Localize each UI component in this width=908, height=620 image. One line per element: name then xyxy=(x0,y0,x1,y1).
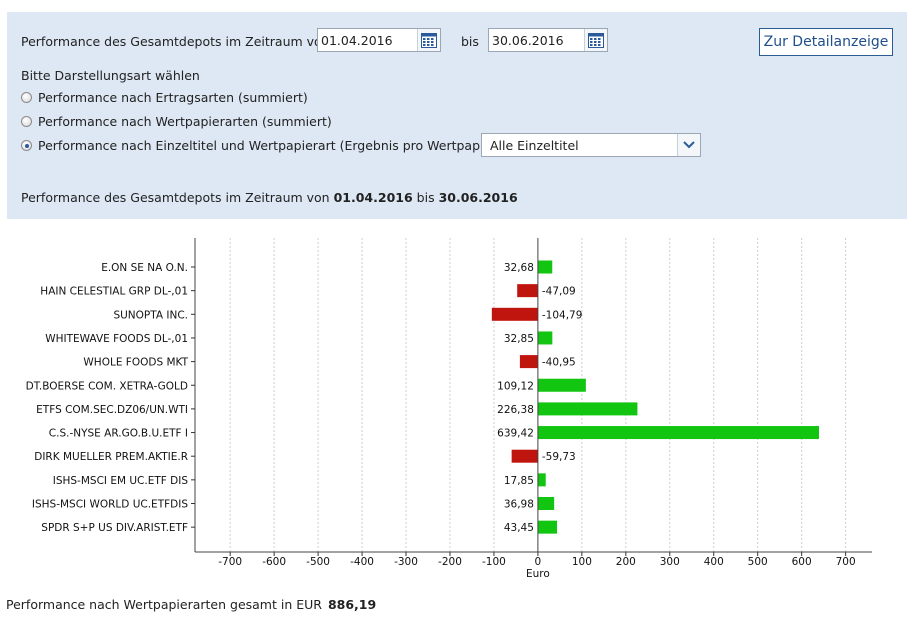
category-label: DT.BOERSE COM. XETRA-GOLD xyxy=(26,380,188,392)
x-tick-label: -600 xyxy=(262,556,286,568)
footer-total-value: 886,19 xyxy=(327,597,377,612)
option-wertpapierarten-label: Performance nach Wertpapierarten (summie… xyxy=(38,114,332,129)
value-label: 32,85 xyxy=(504,333,534,345)
x-tick-label: 700 xyxy=(836,556,856,568)
chart-labels: E.ON SE NA O.N. 32,68 HAIN CELESTIAL GRP D… xyxy=(26,262,583,534)
bar xyxy=(519,355,538,369)
x-tick-label: 0 xyxy=(535,556,542,568)
value-label: -59,73 xyxy=(542,451,576,463)
summary-middle: bis xyxy=(416,190,435,205)
footer-total: Performance nach Wertpapierarten gesamt … xyxy=(6,597,376,612)
value-label: -104,79 xyxy=(542,309,583,321)
value-label: 109,12 xyxy=(497,380,534,392)
value-label: 36,98 xyxy=(504,499,534,511)
title-select[interactable]: Alle Einzeltitel xyxy=(481,133,701,157)
bar xyxy=(537,378,586,392)
summary-from-date: 01.04.2016 xyxy=(333,190,413,205)
option-einzeltitel-radio[interactable] xyxy=(21,140,32,151)
filter-panel: Performance des Gesamtdepots im Zeitraum… xyxy=(7,12,907,219)
to-date-calendar-button[interactable] xyxy=(584,29,607,51)
category-label: C.S.-NYSE AR.GO.B.U.ETF I xyxy=(49,428,188,440)
bar xyxy=(537,497,555,510)
x-tick-label: -400 xyxy=(350,556,374,568)
category-label: E.ON SE NA O.N. xyxy=(101,262,188,274)
x-tick-label: 400 xyxy=(704,556,724,568)
bar xyxy=(517,284,538,298)
performance-bar-chart: E.ON SE NA O.N. 32,68 HAIN CELESTIAL GRP D… xyxy=(26,238,872,580)
from-date-input[interactable]: 01.04.2016 xyxy=(317,28,441,52)
category-label: ETFS COM.SEC.DZ06/UN.WTI xyxy=(36,404,188,416)
x-tick-label: 600 xyxy=(792,556,812,568)
value-label: -40,95 xyxy=(542,357,576,369)
to-date-input[interactable]: 30.06.2016 xyxy=(488,28,608,52)
x-tick-label: -300 xyxy=(394,556,418,568)
value-label: -47,09 xyxy=(542,286,576,298)
x-tick-label: -500 xyxy=(306,556,330,568)
value-label: 32,68 xyxy=(504,262,534,274)
from-date-calendar-button[interactable] xyxy=(417,29,440,51)
x-tick-label: -200 xyxy=(438,556,462,568)
chart-grid xyxy=(229,238,847,552)
option-ertragsarten-radio[interactable] xyxy=(21,92,32,103)
title-select-value: Alle Einzeltitel xyxy=(490,138,579,153)
display-mode-label: Bitte Darstellungsart wählen xyxy=(21,68,200,83)
summary-prefix: Performance des Gesamtdepots im Zeitraum… xyxy=(21,190,330,205)
bar xyxy=(537,402,638,416)
category-label: WHITEWAVE FOODS DL-,01 xyxy=(45,333,188,345)
category-label: HAIN CELESTIAL GRP DL-,01 xyxy=(40,286,188,298)
chart-axis: -700 -600 -500 -400 -300 -200 -100 0 100 200 300 40… xyxy=(191,238,872,580)
chevron-down-icon xyxy=(683,141,695,149)
x-tick-label: -700 xyxy=(218,556,242,568)
detail-view-button[interactable]: Zur Detailanzeige xyxy=(759,28,893,56)
x-tick-label: -100 xyxy=(482,556,506,568)
option-ertragsarten-label: Performance nach Ertragsarten (summiert) xyxy=(38,90,308,105)
bar xyxy=(511,449,538,463)
value-label: 226,38 xyxy=(497,404,534,416)
from-date-value: 01.04.2016 xyxy=(321,33,393,48)
value-label: 17,85 xyxy=(504,475,534,487)
bar xyxy=(537,473,546,487)
bar xyxy=(537,520,557,534)
category-label: ISHS-MSCI WORLD UC.ETFDIS xyxy=(32,499,188,511)
x-tick-label: 300 xyxy=(660,556,680,568)
value-label: 43,45 xyxy=(504,522,534,534)
summary-line: Performance des Gesamtdepots im Zeitraum… xyxy=(21,190,518,205)
category-label: SPDR S+P US DIV.ARIST.ETF xyxy=(41,522,188,534)
category-label: DIRK MUELLER PREM.AKTIE.R xyxy=(34,451,188,463)
category-label: SUNOPTA INC. xyxy=(113,309,188,321)
bar xyxy=(537,260,553,274)
bar xyxy=(537,331,553,345)
x-tick-label: 500 xyxy=(748,556,768,568)
to-date-value: 30.06.2016 xyxy=(492,33,564,48)
option-wertpapierarten-radio[interactable] xyxy=(21,116,32,127)
bar xyxy=(491,307,538,321)
value-label: 639,42 xyxy=(497,428,534,440)
summary-to-date: 30.06.2016 xyxy=(438,190,518,205)
title-select-arrow[interactable] xyxy=(677,134,700,156)
period-label: Performance des Gesamtdepots im Zeitraum… xyxy=(21,34,330,49)
option-einzeltitel-label: Performance nach Einzeltitel und Wertpap… xyxy=(38,138,502,153)
calendar-icon xyxy=(588,33,604,48)
chart-bars xyxy=(491,260,819,534)
category-label: WHOLE FOODS MKT xyxy=(83,357,188,369)
calendar-icon xyxy=(421,33,437,48)
bar xyxy=(537,426,819,440)
x-tick-label: 200 xyxy=(616,556,636,568)
category-label: ISHS-MSCI EM UC.ETF DIS xyxy=(53,475,189,487)
x-tick-label: 100 xyxy=(572,556,592,568)
footer-total-label: Performance nach Wertpapierarten gesamt … xyxy=(6,597,322,612)
x-axis-title: Euro xyxy=(526,568,550,580)
to-label: bis xyxy=(461,34,479,49)
